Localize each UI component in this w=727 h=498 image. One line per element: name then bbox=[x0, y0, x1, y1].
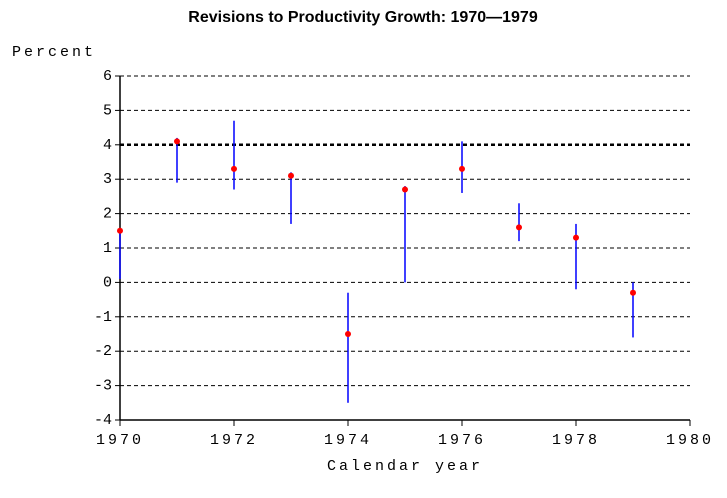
y-tick-label: -3 bbox=[94, 378, 112, 395]
y-tick-label: 1 bbox=[103, 240, 112, 257]
point bbox=[573, 234, 579, 241]
y-tick-label: 6 bbox=[103, 68, 112, 85]
x-tick-label: 1980 bbox=[666, 432, 714, 449]
point bbox=[174, 138, 180, 145]
x-axis-label: Calendar year bbox=[327, 458, 483, 475]
x-tick-label: 1976 bbox=[438, 432, 486, 449]
point bbox=[345, 331, 351, 337]
y-tick-label: -1 bbox=[94, 309, 112, 326]
x-tick-label: 1974 bbox=[324, 432, 372, 449]
y-tick-label: 5 bbox=[103, 102, 112, 119]
chart-title: Revisions to Productivity Growth: 1970—1… bbox=[188, 9, 538, 26]
x-tick-label: 1972 bbox=[210, 432, 258, 449]
y-tick-label: 3 bbox=[103, 171, 112, 188]
point bbox=[459, 165, 465, 172]
y-axis-label: Percent bbox=[12, 44, 96, 61]
y-tick-label: -4 bbox=[94, 412, 112, 429]
point bbox=[117, 227, 123, 234]
x-tick-label: 1970 bbox=[96, 432, 144, 449]
y-tick-label: -2 bbox=[94, 343, 112, 360]
point bbox=[288, 172, 294, 179]
point bbox=[402, 186, 408, 193]
y-tick-label: 2 bbox=[103, 206, 112, 223]
point bbox=[630, 289, 636, 296]
y-tick-label: 0 bbox=[103, 274, 112, 291]
point bbox=[231, 165, 237, 172]
x-tick-label: 1978 bbox=[552, 432, 600, 449]
point bbox=[516, 224, 522, 231]
y-tick-label: 4 bbox=[103, 137, 112, 154]
